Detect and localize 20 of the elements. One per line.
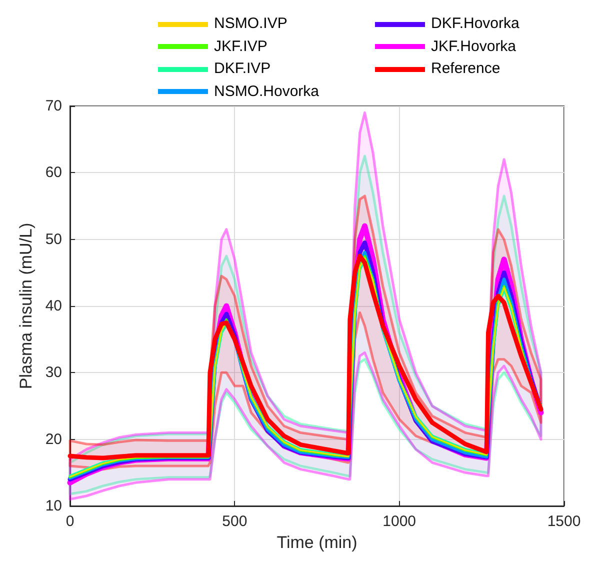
y-tick-label: 70 bbox=[45, 98, 62, 114]
x-tick-label: 0 bbox=[66, 513, 74, 530]
legend-label: JKF.IVP bbox=[214, 38, 268, 56]
legend-label: NSMO.IVP bbox=[214, 15, 288, 33]
y-tick-label: 10 bbox=[45, 498, 62, 514]
x-tick-label: 500 bbox=[222, 513, 248, 530]
x-tick-label: 1500 bbox=[547, 513, 581, 530]
y-tick-label: 40 bbox=[45, 298, 62, 314]
x-axis-title: Time (min) bbox=[276, 533, 358, 552]
legend-label: Reference bbox=[431, 60, 500, 78]
legend-label: DKF.IVP bbox=[214, 60, 271, 78]
y-axis-title: Plasma insulin (mU/L) bbox=[16, 222, 36, 390]
legend-label: JKF.Hovorka bbox=[431, 38, 516, 56]
x-tick-label: 1000 bbox=[382, 513, 416, 530]
y-tick-label: 30 bbox=[45, 364, 62, 382]
legend-label: DKF.Hovorka bbox=[431, 15, 520, 33]
legend-label: NSMO.Hovorka bbox=[214, 82, 320, 100]
y-tick-label: 20 bbox=[45, 430, 62, 448]
y-tick-label: 60 bbox=[45, 164, 62, 182]
y-tick-label: 50 bbox=[45, 230, 62, 248]
